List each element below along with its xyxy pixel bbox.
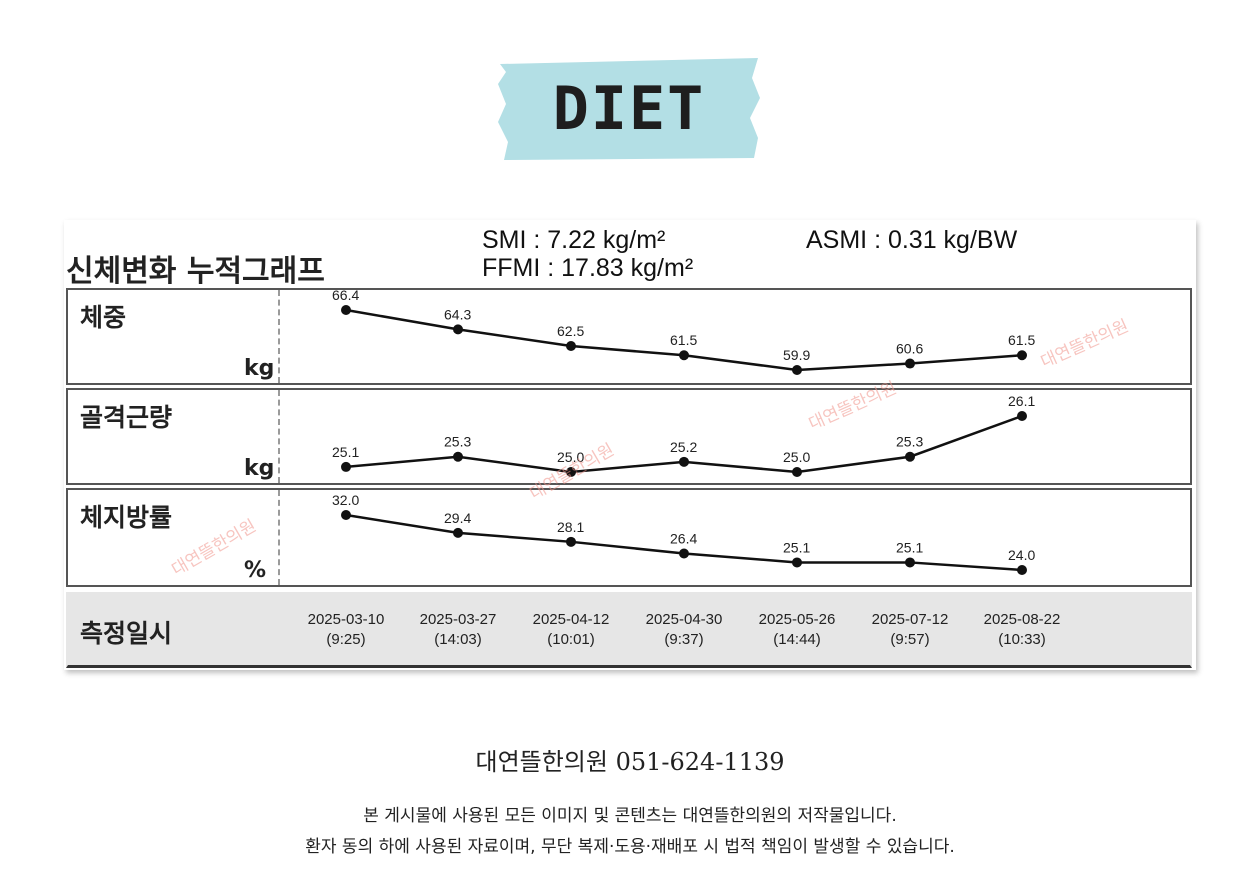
date-row: 측정일시 [66, 592, 1192, 668]
date-row-label: 측정일시 [80, 619, 173, 648]
x-tick-label: 2025-03-10 (9:25) [291, 610, 401, 650]
data-label: 29.4 [444, 510, 471, 526]
data-label: 26.4 [670, 531, 697, 547]
data-label: 61.5 [670, 332, 697, 348]
data-point [679, 548, 689, 559]
data-point [341, 510, 351, 520]
data-point [905, 557, 915, 568]
bodyfat-row: 체지방률 % [66, 488, 1192, 587]
data-point [905, 451, 915, 462]
x-tick-date: 2025-05-26 [758, 611, 836, 628]
data-point [679, 350, 689, 361]
data-label: 25.1 [783, 539, 810, 555]
data-label: 61.5 [1008, 332, 1035, 348]
row-divider [278, 490, 280, 585]
data-point [1017, 565, 1027, 575]
x-tick-time: (14:44) [773, 631, 821, 648]
body-change-panel: 신체변화 누적그래프 SMI : 7.22 kg/m² FFMI : 17.83… [64, 220, 1196, 670]
data-label: 25.0 [557, 449, 584, 465]
x-tick-date: 2025-04-30 [645, 611, 723, 628]
x-tick-label: 2025-08-22 (10:33) [967, 610, 1077, 650]
x-tick-time: (9:37) [664, 631, 704, 648]
data-label: 25.2 [670, 439, 697, 455]
muscle-label: 골격근량 [80, 403, 173, 432]
data-point [1017, 350, 1027, 361]
x-tick-label: 2025-03-27 (14:03) [403, 610, 513, 650]
data-label: 25.3 [444, 434, 471, 450]
line-chart: 66.4 64.3 62.5 61.5 59.9 60.6 61.5 25.1 25.3 25.0… [169, 287, 1132, 580]
x-tick-time: (9:25) [326, 631, 366, 648]
data-point [566, 341, 576, 351]
muscle-unit: kg [244, 456, 275, 481]
x-tick-date: 2025-03-27 [419, 611, 497, 628]
data-label: 26.1 [1008, 393, 1035, 409]
data-point [1017, 411, 1027, 421]
watermark-text: 대연뜰한의원 [169, 516, 260, 580]
copyright-line-2: 환자 동의 하에 사용된 자료이며, 무단 복제·도용·재배포 시 법적 책임이… [305, 837, 955, 857]
x-tick-label: 2025-04-30 (9:37) [629, 610, 739, 650]
x-tick-date: 2025-04-12 [532, 611, 610, 628]
x-tick-label: 2025-05-26 (14:44) [742, 610, 852, 650]
x-tick-date: 2025-07-12 [871, 611, 949, 628]
x-tick-time: (9:57) [890, 631, 930, 648]
weight-unit: kg [244, 356, 275, 381]
data-point [566, 536, 576, 547]
diet-banner: DIET [498, 58, 760, 160]
data-label: 28.1 [557, 519, 584, 535]
data-label: 25.1 [896, 539, 923, 555]
watermark-text: 대연뜰한의원 [806, 378, 900, 434]
x-tick-date: 2025-03-10 [307, 611, 385, 628]
muscle-row: 골격근량 kg [66, 388, 1192, 485]
asmi-value: ASMI : 0.31 kg/BW [806, 226, 1018, 254]
x-tick-time: (10:01) [547, 631, 595, 648]
panel-title: 신체변화 누적그래프 [66, 254, 325, 289]
copyright-line-1: 본 게시물에 사용된 모든 이미지 및 콘텐츠는 대연뜰한의원의 저작물입니다. [363, 806, 897, 826]
data-label: 66.4 [332, 287, 359, 303]
data-label: 32.0 [332, 492, 359, 508]
x-tick-time: (14:03) [434, 631, 482, 648]
bodyfat-unit: % [244, 558, 267, 583]
x-tick-label: 2025-07-12 (9:57) [855, 610, 965, 650]
data-point [341, 461, 351, 472]
data-label: 62.5 [557, 323, 584, 339]
row-divider [278, 390, 280, 483]
ffmi-value: FFMI : 17.83 kg/m² [482, 254, 694, 282]
data-point [679, 456, 689, 467]
tape-shape [498, 58, 760, 160]
x-tick-date: 2025-08-22 [983, 611, 1061, 628]
weight-label: 체중 [80, 303, 127, 332]
data-label: 25.3 [896, 434, 923, 450]
data-point [453, 324, 463, 335]
data-point [453, 527, 463, 538]
clinic-phone: 대연뜰한의원 051-624-1139 [475, 748, 785, 776]
data-label: 25.0 [783, 449, 810, 465]
data-point [341, 305, 351, 315]
weight-row: 체중 kg [66, 288, 1192, 385]
banner-title: DIET [552, 74, 706, 144]
data-label: 59.9 [783, 347, 810, 363]
data-label: 60.6 [896, 341, 923, 357]
x-tick-time: (10:33) [998, 631, 1046, 648]
smi-value: SMI : 7.22 kg/m² [482, 226, 666, 254]
watermark-text: 대연뜰한의원 [1038, 316, 1132, 372]
data-point [905, 358, 915, 369]
data-point [566, 467, 576, 477]
x-tick-label: 2025-04-12 (10:01) [516, 610, 626, 650]
data-point [792, 557, 802, 568]
data-point [792, 365, 802, 375]
data-point [453, 451, 463, 462]
data-point [792, 467, 802, 477]
data-label: 24.0 [1008, 547, 1035, 563]
bodyfat-label: 체지방률 [80, 503, 173, 532]
data-label: 64.3 [444, 306, 471, 322]
row-divider [278, 290, 280, 383]
data-label: 25.1 [332, 444, 359, 460]
